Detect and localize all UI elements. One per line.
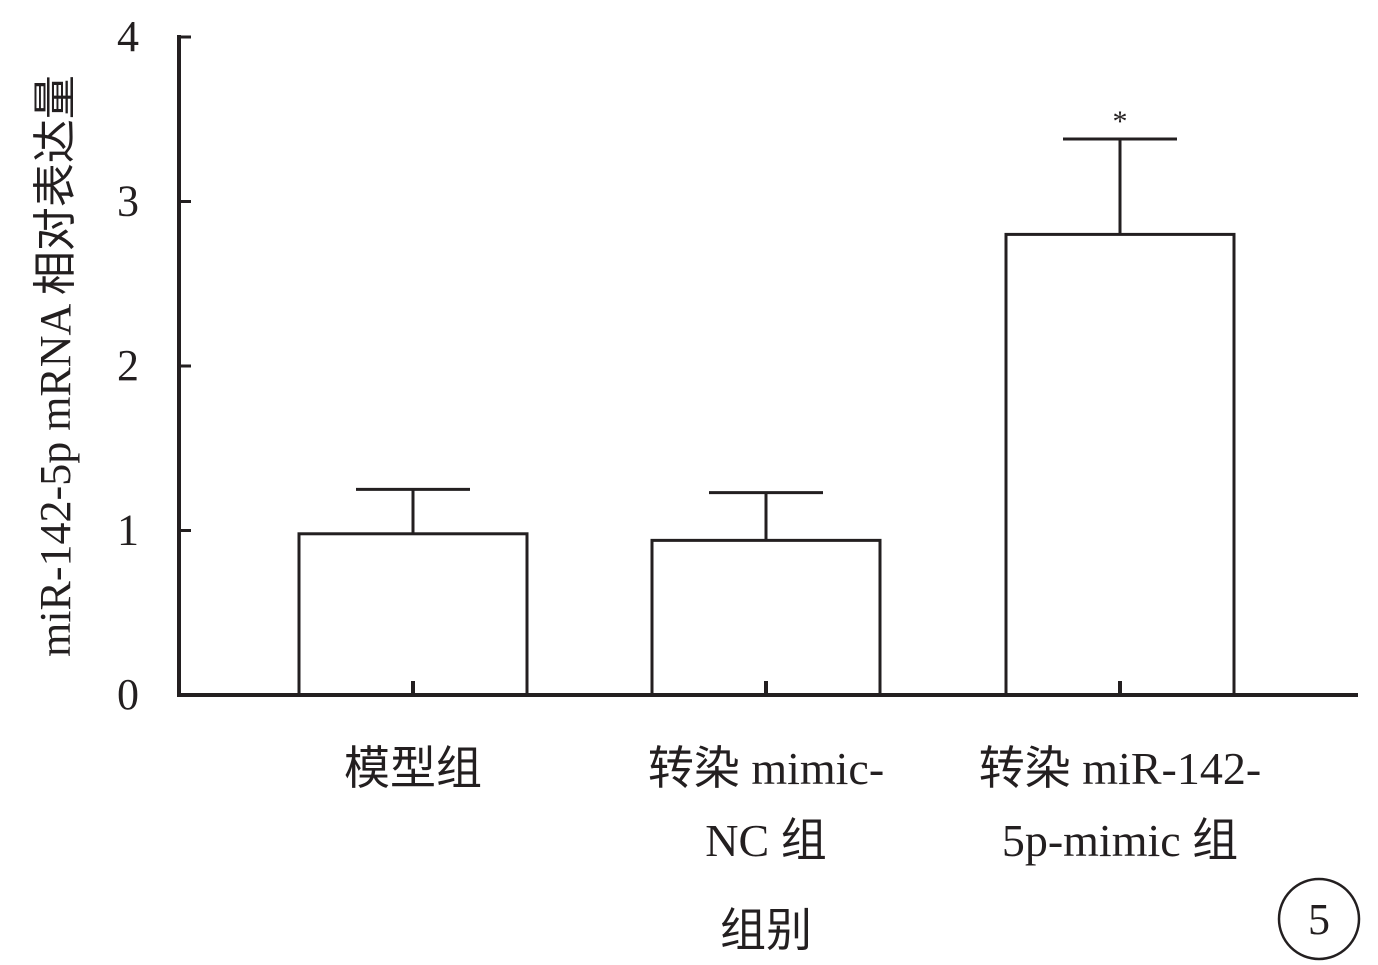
y-tick-label: 2	[117, 341, 139, 390]
bars-layer	[297, 137, 1236, 697]
figure-badge-circle	[1277, 877, 1361, 961]
y-tick-label: 1	[117, 506, 139, 555]
x-category-label: 模型组	[344, 743, 482, 794]
figure-badge: 5	[1277, 877, 1361, 961]
bar	[650, 538, 882, 697]
y-tick-label: 4	[117, 12, 139, 61]
y-tick-label: 3	[117, 177, 139, 226]
y-axis-title: miR-142-5p mRNA 相对表达量	[31, 75, 80, 657]
x-axis-title: 组别	[720, 905, 812, 956]
bar	[1004, 232, 1236, 697]
x-category-label: 转染 miR-142-	[979, 743, 1261, 794]
x-category-label: NC 组	[705, 815, 826, 866]
figure-badge-number: 5	[1308, 895, 1330, 944]
bar	[297, 532, 529, 697]
x-category-label: 转染 mimic-	[648, 743, 884, 794]
ticks-layer	[179, 35, 1122, 697]
y-tick-label: 0	[117, 670, 139, 719]
significance-marker: *	[1113, 105, 1128, 138]
x-category-label: 5p-mimic 组	[1002, 815, 1238, 866]
labels-layer: 0 1 2 3 4 模型组 转染 mimic- NC 组 转染 miR-142- 5p-mimic…	[117, 12, 1261, 866]
